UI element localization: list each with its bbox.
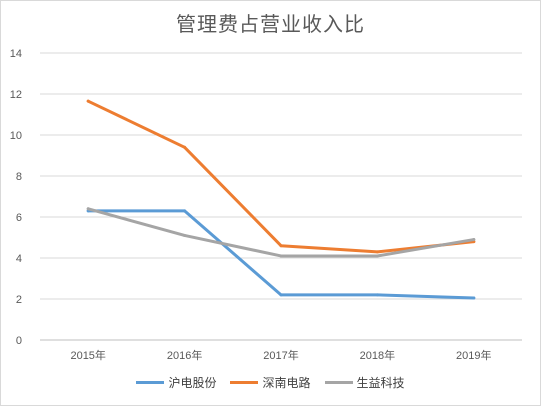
legend-label-1: 深南电路 [262,376,311,390]
legend-item-1: 深南电路 [230,374,311,391]
chart-title: 管理费占营业收入比 [176,12,365,36]
y-tick-label: 2 [16,294,22,306]
x-axis-ticks: 2015年 2016年 2017年 2018年 2019年 [70,348,491,362]
series-line-2 [86,207,476,258]
series-lines [86,99,476,300]
series-line-1 [86,99,476,254]
y-tick-label: 6 [16,212,22,224]
legend-item-2: 生益科技 [324,374,405,391]
data-point [279,254,283,258]
y-tick-label: 8 [16,171,22,183]
legend-label-2: 生益科技 [356,376,405,390]
data-point [279,244,283,248]
legend-label-0: 沪电股份 [168,376,217,390]
x-tick-label: 2018年 [360,348,395,362]
legend-item-0: 沪电股份 [136,374,216,391]
y-tick-label: 12 [10,89,22,101]
legend-swatch-0 [136,381,165,384]
x-tick-label: 2019年 [456,348,491,362]
data-point [472,296,476,300]
data-point [183,233,187,237]
y-tick-label: 4 [16,253,22,265]
y-tick-label: 14 [10,48,22,60]
legend-swatch-2 [324,381,353,384]
data-point [183,209,187,213]
x-tick-label: 2017年 [263,348,298,362]
data-point [472,238,476,242]
data-point [86,207,90,211]
data-point [183,145,187,149]
gridlines [40,52,522,341]
legend: 沪电股份 深南电路 生益科技 [0,374,541,391]
y-tick-label: 10 [10,130,22,142]
data-point [86,99,90,103]
data-point [279,293,283,297]
legend-swatch-1 [230,381,259,384]
data-point [375,293,379,297]
data-point [375,254,379,258]
x-tick-label: 2016年 [167,348,202,362]
y-axis-ticks: 0 2 4 6 8 10 12 14 [10,48,22,347]
y-tick-label: 0 [16,335,22,347]
x-tick-label: 2015年 [70,348,105,362]
data-point [375,250,379,254]
